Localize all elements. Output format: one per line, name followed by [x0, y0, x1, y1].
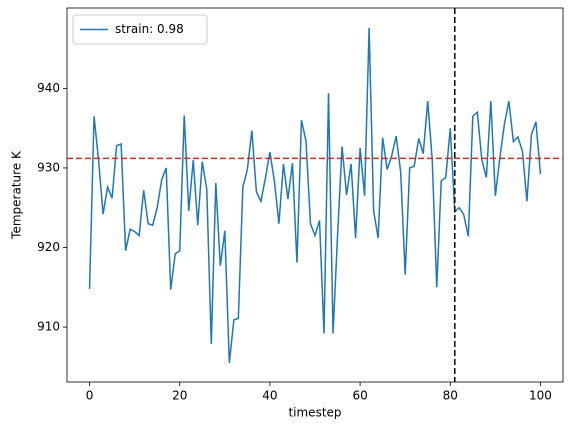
plot-frame	[66, 7, 564, 383]
x-tick-label: 80	[443, 389, 458, 403]
y-tick-label: 910	[37, 320, 60, 334]
y-tick-label: 940	[37, 81, 60, 95]
legend-box	[72, 14, 208, 45]
x-tick-label: 60	[352, 389, 367, 403]
y-axis-label: Temperature K	[10, 150, 24, 240]
x-axis-label: timestep	[288, 406, 341, 420]
data-line	[88, 27, 542, 363]
x-tick-label: 100	[529, 389, 552, 403]
x-tick-label: 40	[262, 389, 277, 403]
x-tick-label: 0	[86, 389, 94, 403]
x-tick-label: 20	[172, 389, 187, 403]
y-tick-label: 920	[37, 240, 60, 254]
y-tick-label: 930	[37, 160, 60, 174]
legend-label: strain: 0.98	[115, 22, 184, 36]
